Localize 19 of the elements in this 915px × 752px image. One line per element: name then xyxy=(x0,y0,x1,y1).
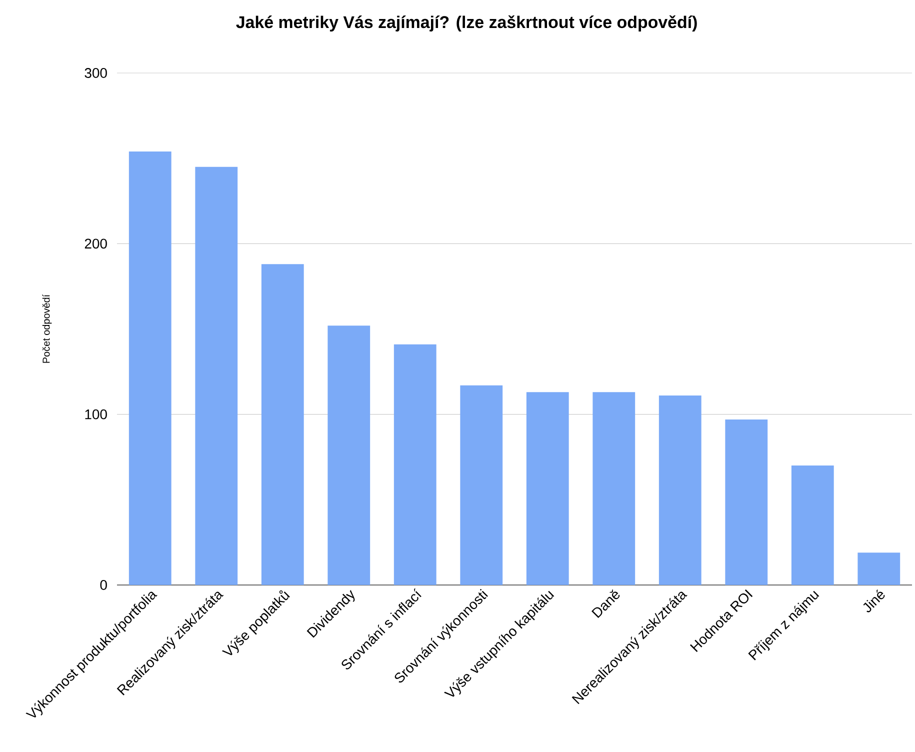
y-tick-label: 0 xyxy=(100,580,107,590)
bar xyxy=(128,152,172,585)
bar xyxy=(791,466,834,585)
bar xyxy=(592,392,636,585)
x-tick-label: Jiné xyxy=(863,589,885,612)
bar xyxy=(526,392,569,585)
y-tick-label: 100 xyxy=(85,409,107,420)
bar xyxy=(725,419,768,585)
chart-title: Jaké metriky Vás zajímají? (lze zaškrtnout více odpovědí) xyxy=(236,15,697,32)
y-axis-title: Počet odpovědí xyxy=(42,294,52,363)
y-tick-label: 200 xyxy=(84,238,107,249)
bar xyxy=(858,552,900,585)
bar xyxy=(261,264,304,585)
y-tick-label: 300 xyxy=(84,68,107,78)
bar xyxy=(394,344,436,585)
bar xyxy=(658,396,702,585)
bar xyxy=(460,385,503,585)
bar xyxy=(195,166,238,585)
bar xyxy=(328,326,370,585)
